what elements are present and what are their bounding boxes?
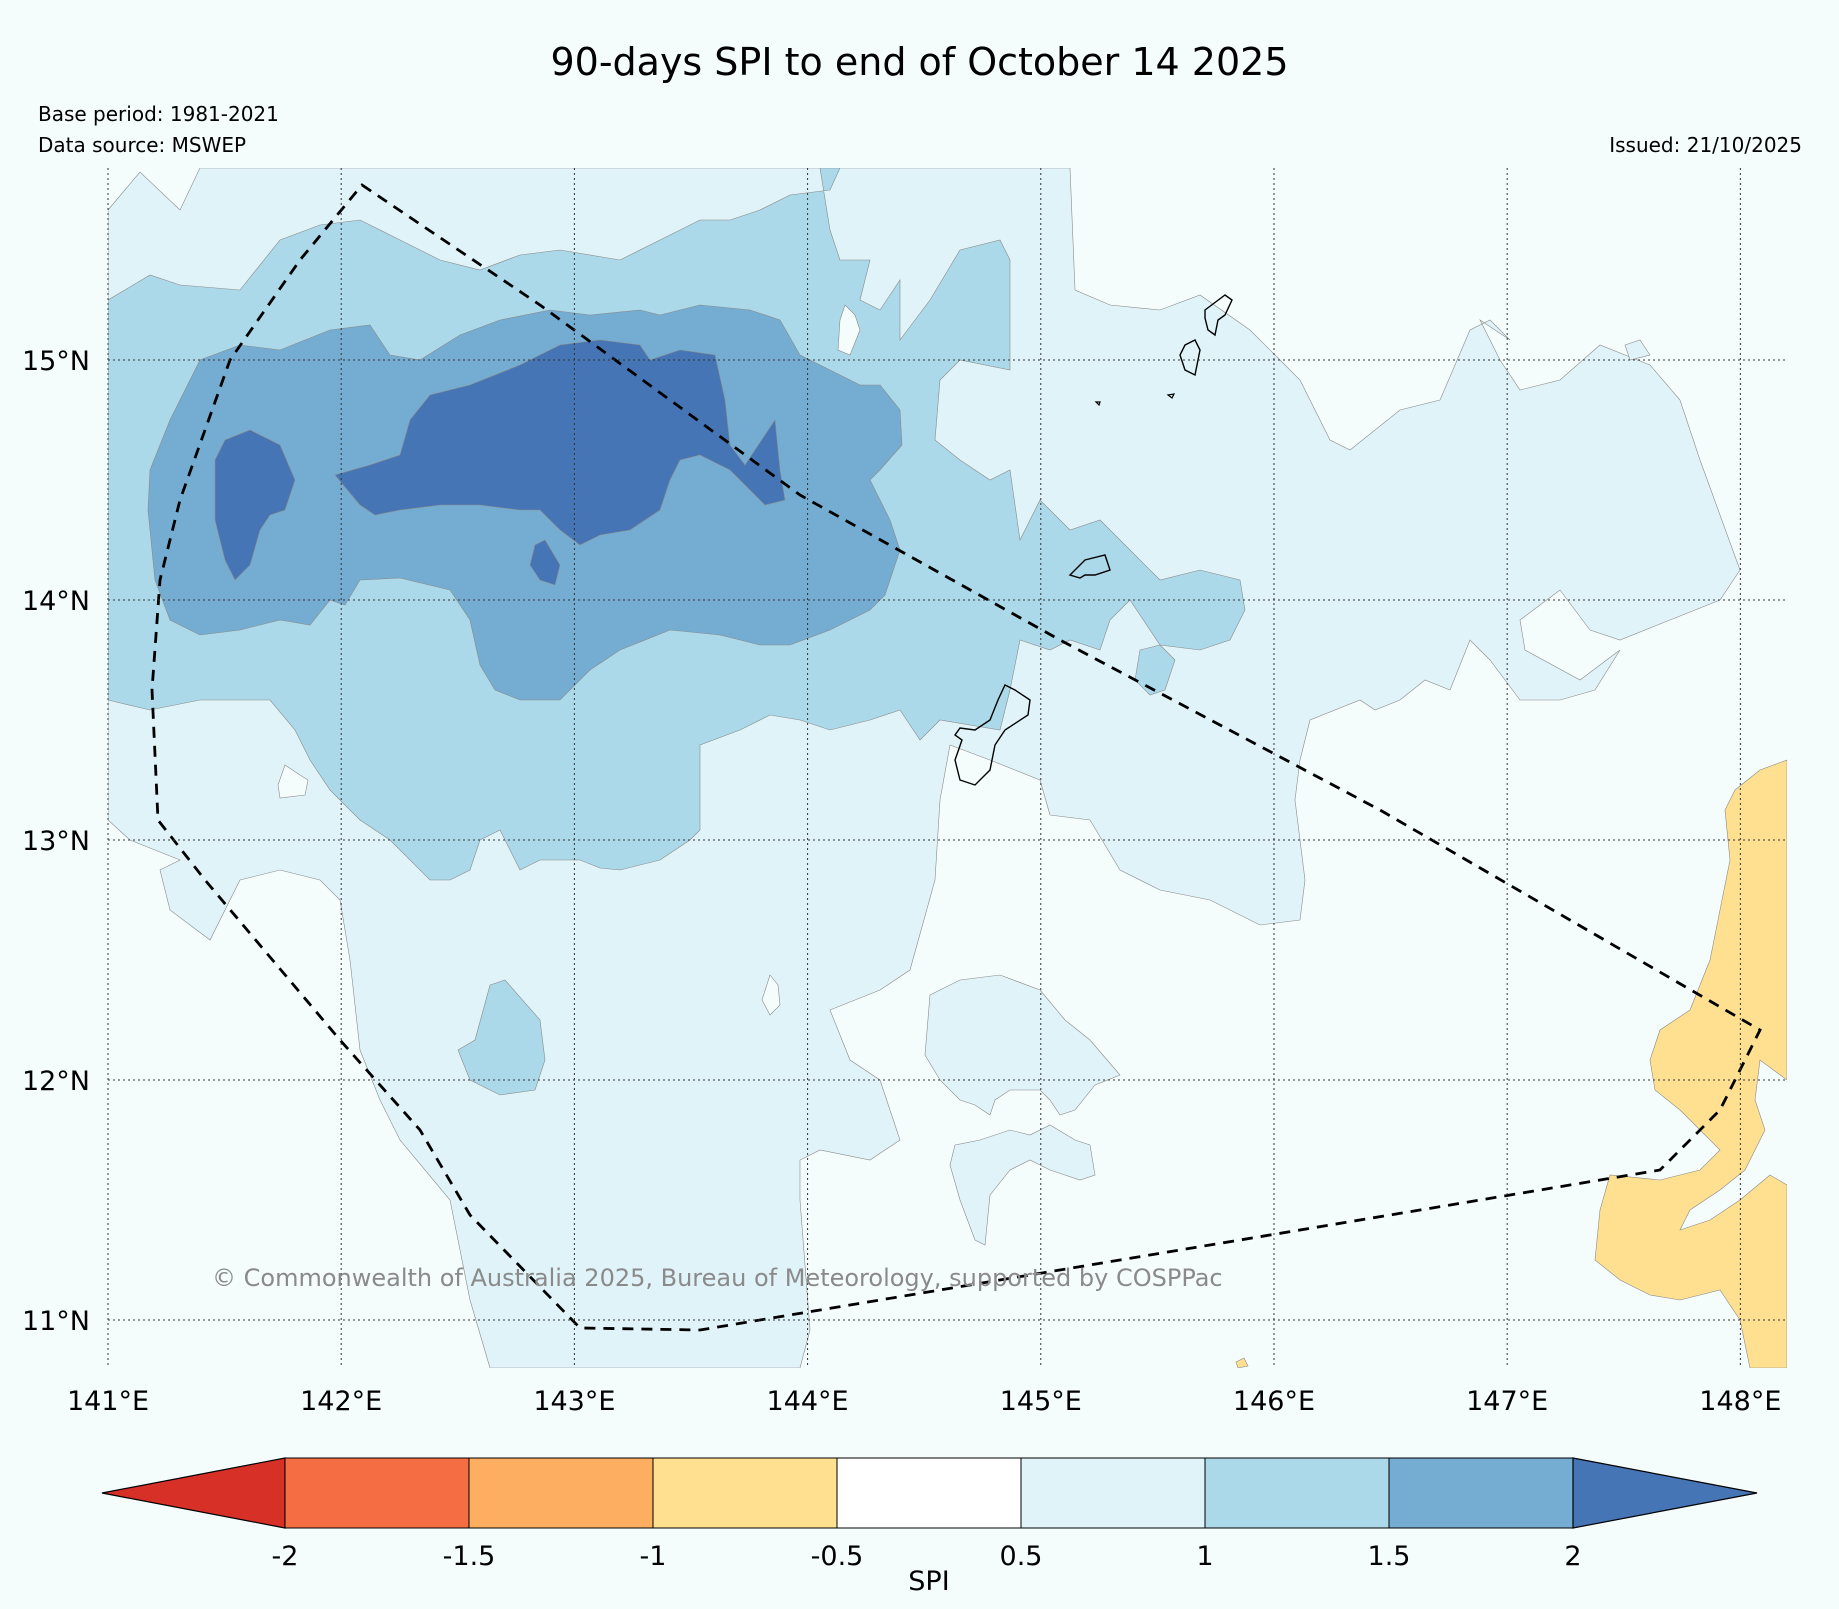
lon-tick-label: 146°E — [1233, 1386, 1315, 1417]
colorbar-extend-low — [101, 1457, 286, 1529]
longitude-labels: 141°E 142°E 143°E 144°E 145°E 146°E 147°E 148°E — [67, 1386, 1781, 1417]
colorbar-tick-label: -1 — [640, 1541, 667, 1572]
colorbar-segment — [836, 1457, 1022, 1529]
lat-tick-label: 13°N — [22, 826, 90, 857]
colorbar-segment — [468, 1457, 654, 1529]
lon-tick-label: 143°E — [533, 1386, 615, 1417]
lat-tick-label: 12°N — [22, 1066, 90, 1097]
spi-blob-neg-small — [1235, 1357, 1249, 1368]
data-source-text: Data source: MSWEP — [38, 133, 247, 157]
lon-tick-label: 141°E — [67, 1386, 149, 1417]
colorbar-tick-label: -1.5 — [443, 1541, 496, 1572]
colorbar-tick-label: -2 — [272, 1541, 299, 1572]
lat-tick-label: 11°N — [22, 1306, 90, 1337]
lon-tick-label: 145°E — [1000, 1386, 1082, 1417]
colorbar-tick-label: 2 — [1564, 1541, 1581, 1572]
island-outline-5 — [1166, 393, 1176, 399]
island-outline-1 — [954, 684, 1031, 786]
issued-date-text: Issued: 21/10/2025 — [1609, 133, 1802, 157]
spi-blob-0p5-1-se3 — [1624, 339, 1651, 361]
colorbar-tick-label: 1 — [1196, 1541, 1213, 1572]
lat-tick-label: 15°N — [22, 346, 90, 377]
spi-hole-2 — [761, 974, 781, 1016]
spi-contour-neg1-neg0p5 — [1594, 759, 1787, 1368]
spi-blob-gt2-small — [529, 539, 561, 586]
spi-blob-0p5-1-se2 — [949, 1124, 1096, 1246]
island-outline-2 — [1068, 554, 1111, 579]
colorbar-segment — [652, 1457, 838, 1529]
lon-tick-label: 144°E — [767, 1386, 849, 1417]
colorbar-tick-label: 1.5 — [1368, 1541, 1411, 1572]
spi-blob-1-1p5-south — [457, 979, 546, 1096]
map-plot-area — [108, 168, 1787, 1368]
island-outline-3 — [1179, 339, 1201, 377]
colorbar-segment — [1204, 1457, 1390, 1529]
colorbar-segment — [1020, 1457, 1206, 1529]
lon-tick-label: 148°E — [1699, 1386, 1781, 1417]
lon-tick-label: 147°E — [1466, 1386, 1548, 1417]
colorbar-segment — [284, 1457, 470, 1529]
copyright-text: © Commonwealth of Australia 2025, Bureau… — [212, 1264, 1223, 1292]
base-period-text: Base period: 1981-2021 — [38, 102, 279, 126]
colorbar-label: SPI — [908, 1566, 949, 1597]
latitude-labels: 15°N 14°N 13°N 12°N 11°N — [22, 346, 90, 1337]
spi-hole-3 — [837, 304, 861, 356]
region-boundary — [150, 183, 1762, 1332]
island-outline-6 — [1094, 401, 1101, 407]
map-title: 90-days SPI to end of October 14 2025 — [550, 40, 1289, 84]
island-outline-4 — [1204, 294, 1233, 337]
map-gridlines — [107, 168, 1787, 1368]
colorbar-tick-label: 0.5 — [1000, 1541, 1043, 1572]
lat-tick-label: 14°N — [22, 586, 90, 617]
colorbar-tick-label: -0.5 — [811, 1541, 864, 1572]
colorbar-extend-high — [1572, 1457, 1758, 1529]
spi-hole-1 — [277, 764, 309, 799]
colorbar-segment — [1388, 1457, 1574, 1529]
spi-contour-gt2 — [214, 429, 296, 581]
spi-contour-gt2-main — [334, 339, 786, 546]
lon-tick-label: 142°E — [300, 1386, 382, 1417]
spi-colorbar: -2 -1.5 -1 -0.5 0.5 1 1.5 2 — [101, 1457, 1758, 1572]
